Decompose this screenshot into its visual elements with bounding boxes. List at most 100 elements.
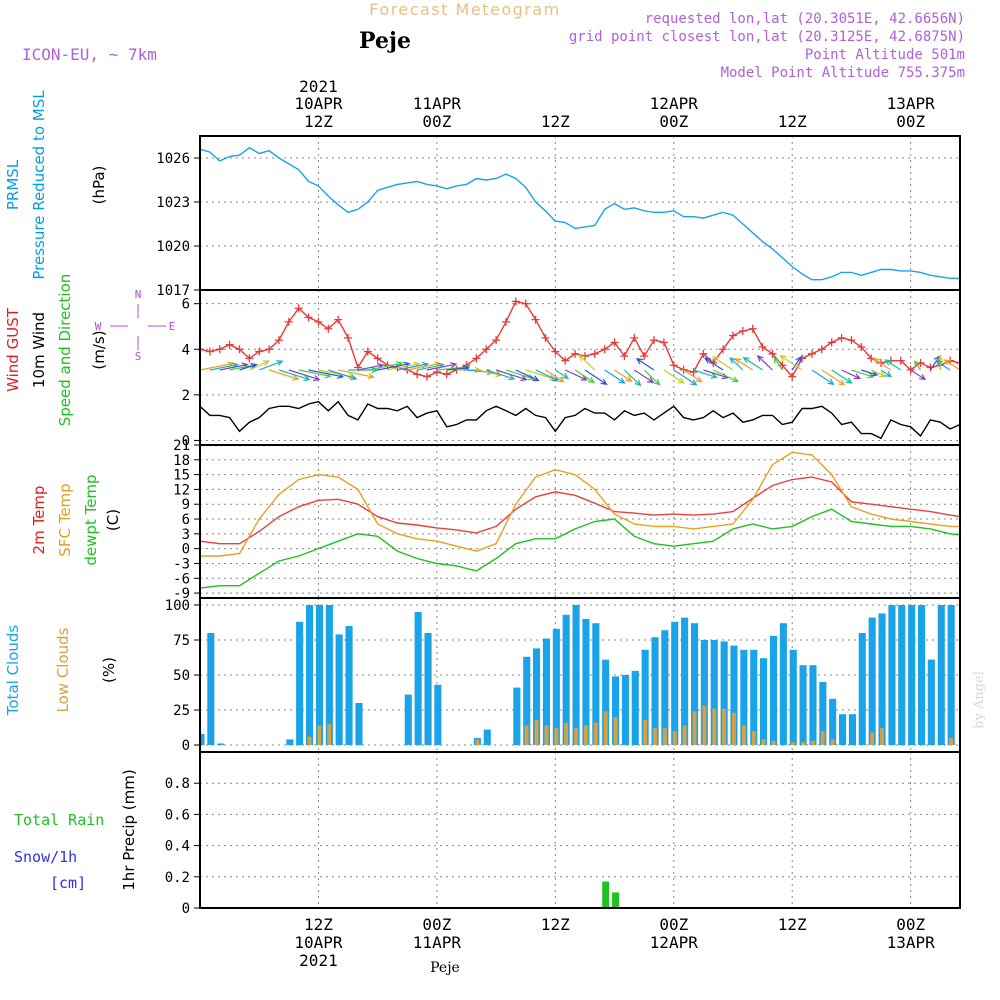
- total-cloud-bar: [552, 628, 560, 745]
- wind-arrow: [318, 369, 356, 380]
- grid-point-coords: grid point closest lon,lat (20.3125E, 42…: [569, 29, 965, 45]
- total-cloud-bar: [533, 648, 541, 745]
- top-date-label: 11APR: [413, 94, 462, 113]
- total-cloud-bar: [651, 637, 659, 745]
- y-tick-label: 18: [173, 453, 190, 469]
- gust-point: [669, 361, 678, 370]
- panel-wind: 0 2 4 6 Wind GUST 10m Wind Speed and Direction…: [4, 274, 961, 449]
- panel-prmsl: 1017 1020 1023 1026 PRMSL Pressure Reduced to…: [4, 90, 961, 299]
- total-cloud-bar: [878, 613, 886, 745]
- total-cloud-bar: [848, 714, 856, 745]
- y-tick-label: 0: [182, 738, 190, 754]
- total-cloud-bar: [200, 733, 205, 745]
- total-cloud-bar: [612, 676, 620, 745]
- low-cloud-bar: [801, 742, 805, 745]
- low-cloud-bar: [662, 728, 667, 745]
- low-cloud-bar: [584, 725, 588, 745]
- wind-arrow: [635, 358, 655, 371]
- total-cloud-bar: [760, 658, 768, 745]
- gust-point: [245, 354, 254, 363]
- total-cloud-bar: [641, 649, 649, 745]
- low-cloud-bar: [722, 708, 726, 745]
- panel-body: [602, 881, 619, 908]
- gust-point: [274, 336, 283, 345]
- requested-coords: requested lon,lat (20.3051E, 42.6656N): [645, 11, 965, 27]
- gust-point: [200, 345, 204, 354]
- bottom-date-label: 12APR: [650, 933, 699, 952]
- low-cloud-bar: [712, 708, 717, 745]
- bottom-time-label: 00Z: [422, 915, 451, 934]
- gust-point: [847, 336, 856, 345]
- panel-label: (%): [100, 657, 118, 683]
- y-tick-label: -6: [173, 571, 190, 587]
- gust-point: [640, 352, 649, 361]
- top-time-label: 12Z: [541, 112, 570, 131]
- total-cloud-bar: [918, 605, 926, 745]
- gust-point: [432, 368, 441, 377]
- model-altitude: Model Point Altitude 755.375m: [721, 65, 965, 81]
- total-cloud-bar: [720, 641, 728, 745]
- gust-point: [758, 342, 767, 351]
- y-tick-label: 0.6: [165, 807, 190, 823]
- gust-point: [551, 347, 560, 356]
- gust-point: [817, 345, 826, 354]
- wind-arrow: [614, 369, 633, 382]
- top-time-label: 12Z: [778, 112, 807, 131]
- y-tick-label: 6: [182, 297, 190, 313]
- y-tick-label: 6: [182, 512, 190, 528]
- wind-arrow: [693, 369, 718, 379]
- low-cloud-bar: [791, 742, 796, 745]
- rain-bar: [602, 881, 610, 908]
- total-cloud-bar: [572, 605, 580, 745]
- low-cloud-bar: [593, 722, 598, 745]
- wind-arrow: [935, 360, 951, 371]
- y-tick-label: 0: [182, 901, 190, 917]
- gust-point: [225, 340, 234, 349]
- total-cloud-bar: [839, 714, 847, 745]
- gust-point: [659, 338, 668, 347]
- total-cloud-bar: [858, 633, 866, 745]
- gust-point: [294, 304, 303, 313]
- y-tick-label: 12: [173, 482, 190, 498]
- low-cloud-bar: [544, 725, 549, 745]
- panel-body: [200, 605, 960, 745]
- wind-arrow: [884, 359, 902, 371]
- wind-arrow: [811, 369, 835, 385]
- bottom-time-label: 12Z: [304, 915, 333, 934]
- series-line-10m-wind: [200, 400, 960, 440]
- low-cloud-bar: [880, 728, 884, 745]
- bottom-time-label: 12Z: [778, 915, 807, 934]
- total-cloud-bar: [691, 623, 699, 745]
- rain-label: Total Rain: [14, 811, 104, 829]
- wind-arrow: [268, 369, 300, 381]
- low-cloud-bar: [830, 739, 835, 745]
- total-cloud-bar: [542, 638, 550, 745]
- y-tick-label: 25: [173, 703, 190, 719]
- panel-frame: [199, 289, 961, 446]
- model-label: ICON-EU, ~ 7km: [22, 45, 157, 64]
- bottom-time-label: 00Z: [896, 915, 925, 934]
- bottom-year-label: 2021: [299, 951, 338, 970]
- wind-arrow: [574, 369, 596, 384]
- bottom-date-label: 13APR: [887, 933, 936, 952]
- gust-point: [650, 336, 659, 345]
- wind-arrow: [880, 369, 893, 378]
- wind-arrow: [258, 360, 284, 371]
- panel-label: (m/s): [90, 330, 108, 369]
- low-cloud-bar: [554, 728, 559, 745]
- y-tick-label: 50: [173, 668, 190, 684]
- panel-frame: [199, 444, 961, 599]
- gust-point: [413, 370, 422, 379]
- low-cloud-bar: [564, 722, 569, 745]
- wind-arrow: [914, 360, 922, 371]
- gust-point: [827, 338, 836, 347]
- low-cloud-bar: [534, 719, 539, 745]
- top-time-label: 00Z: [422, 112, 451, 131]
- header: Forecast Meteogram Peje ICON-EU, ~ 7km r…: [22, 0, 987, 976]
- gust-point: [956, 358, 960, 367]
- wind-arrow: [239, 363, 258, 371]
- gust-point: [926, 363, 935, 372]
- wind-arrow: [673, 369, 698, 386]
- y-tick-label: 1020: [156, 239, 190, 255]
- bottom-time-label: 00Z: [659, 915, 688, 934]
